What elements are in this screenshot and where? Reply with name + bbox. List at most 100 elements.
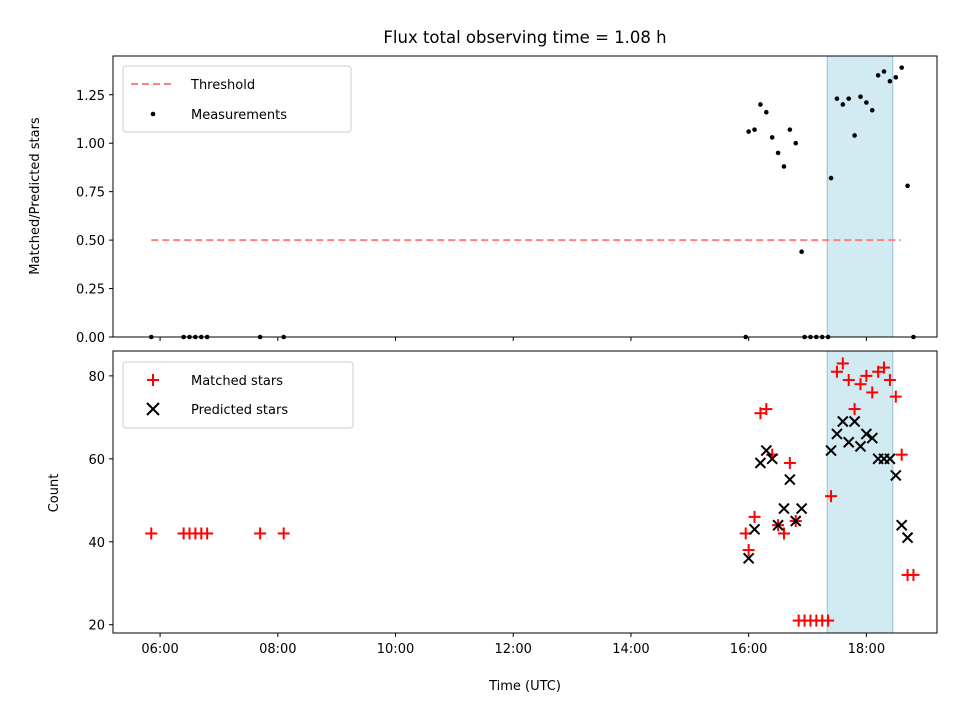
predicted-stars-point xyxy=(795,502,808,515)
matched-stars-point xyxy=(201,527,214,540)
y-tick-label: 1.25 xyxy=(76,89,105,104)
top-y-ticks: 0.00 0.25 0.50 0.75 1.00 1.25 xyxy=(76,89,113,346)
measurement-point xyxy=(881,69,887,74)
measurement-point xyxy=(752,127,757,132)
x-tick-label: 18:00 xyxy=(848,642,885,657)
matched-stars-point xyxy=(878,361,891,374)
measurement-point xyxy=(746,129,751,134)
matched-stars-point xyxy=(848,403,861,416)
top-panel: 0.00 0.25 0.50 0.75 1.00 1.25 Matched/Predict… xyxy=(28,55,938,346)
predicted-stars-point xyxy=(843,436,855,448)
predicted-stars-point xyxy=(884,453,896,465)
threshold-legend-label: Threshold xyxy=(190,78,255,93)
measurement-point xyxy=(799,249,804,255)
y-tick-label: 0.25 xyxy=(76,283,105,298)
measurement-point xyxy=(852,133,857,138)
predicted-stars-point xyxy=(854,440,867,453)
predicted-stars-point xyxy=(742,552,755,565)
predicted-stars-legend-marker xyxy=(146,402,160,416)
measurement-point xyxy=(834,96,840,101)
measurement-point xyxy=(787,127,793,132)
predicted-stars-point xyxy=(837,415,849,428)
matched-stars-point xyxy=(277,527,290,540)
bottom-plot-marks xyxy=(145,357,920,627)
x-tick-label: 16:00 xyxy=(730,642,767,657)
y-tick-label: 80 xyxy=(88,370,105,385)
predicted-stars-point xyxy=(866,432,878,444)
measurement-point xyxy=(769,135,775,140)
matched-stars-point xyxy=(907,568,920,581)
measurement-point xyxy=(875,73,881,78)
observing-span-top xyxy=(826,55,894,338)
bottom-axes-frame xyxy=(112,350,938,634)
bottom-panel: 20 40 60 80 06:00 08:00 10:00 12:00 14:00 16:00 1… xyxy=(47,350,938,694)
measurement-point xyxy=(869,107,875,113)
y-tick-label: 40 xyxy=(88,536,105,551)
matched-stars-point xyxy=(822,614,835,627)
predicted-stars-point xyxy=(760,444,773,457)
bottom-y-axis-label: Count xyxy=(47,474,62,513)
measurement-point xyxy=(775,150,781,156)
predicted-stars-point xyxy=(748,523,761,536)
observing-window-span xyxy=(826,350,894,634)
matched-stars-point xyxy=(854,378,867,391)
matched-stars-point xyxy=(825,490,838,503)
measurements-legend-label: Measurements xyxy=(191,108,287,123)
observing-span-bottom xyxy=(826,350,894,634)
measurement-point xyxy=(793,140,799,146)
matched-stars-point xyxy=(842,374,855,387)
measurement-point xyxy=(764,109,769,115)
predicted-stars-point xyxy=(790,515,802,527)
measurement-point xyxy=(899,65,904,70)
measurement-point xyxy=(758,102,763,107)
top-legend: Threshold Measurements xyxy=(122,65,352,133)
y-tick-label: 1.00 xyxy=(76,137,105,152)
y-tick-label: 60 xyxy=(88,453,105,468)
matched-stars-point xyxy=(883,374,896,387)
matched-stars-point xyxy=(760,403,773,416)
predicted-stars-point xyxy=(778,502,790,515)
measurement-point xyxy=(893,75,899,80)
matched-stars-point xyxy=(866,386,879,399)
measurement-point xyxy=(781,164,787,169)
top-axes-frame xyxy=(112,55,938,338)
measurement-point xyxy=(828,175,834,181)
predicted-stars-point xyxy=(901,531,914,544)
predicted-stars-point xyxy=(831,428,843,440)
x-tick-label: 08:00 xyxy=(259,642,296,657)
predicted-stars-point xyxy=(895,519,908,531)
legend-box xyxy=(122,65,352,133)
measurement-point xyxy=(840,102,846,107)
matched-stars-point xyxy=(836,357,849,370)
measurement-point xyxy=(905,183,910,189)
matched-stars-point xyxy=(783,456,796,469)
x-axis-label: Time (UTC) xyxy=(488,679,561,694)
predicted-stars-point xyxy=(772,519,784,531)
predicted-stars-point xyxy=(890,469,902,482)
y-tick-label: 20 xyxy=(88,619,105,634)
matched-stars-legend-label: Matched stars xyxy=(191,374,283,389)
matched-stars-point xyxy=(860,369,873,382)
measurements-legend-marker xyxy=(150,111,156,117)
matched-stars-point xyxy=(830,365,843,378)
x-tick-label: 12:00 xyxy=(494,642,531,657)
top-y-axis-label: Matched/Predicted stars xyxy=(28,117,43,275)
x-tick-label: 14:00 xyxy=(612,642,649,657)
matched-stars-point xyxy=(777,527,790,540)
x-tick-label: 10:00 xyxy=(377,642,414,657)
matched-stars-point xyxy=(889,390,902,403)
predicted-stars-legend-label: Predicted stars xyxy=(191,403,288,418)
predicted-stars-point xyxy=(848,415,861,428)
y-tick-label: 0.00 xyxy=(76,331,105,346)
measurement-point xyxy=(864,100,869,105)
matched-stars-legend-marker xyxy=(147,374,159,386)
legend-box xyxy=(122,361,354,429)
bottom-y-ticks: 20 40 60 80 xyxy=(88,370,113,634)
bottom-x-ticks: 06:00 08:00 10:00 12:00 14:00 16:00 18:00 xyxy=(141,633,885,657)
measurement-point xyxy=(858,94,863,99)
top-x-ticks xyxy=(159,337,867,341)
matched-stars-point xyxy=(145,527,158,540)
matched-stars-point xyxy=(742,544,755,557)
chart-title: Flux total observing time = 1.08 h xyxy=(383,28,666,47)
